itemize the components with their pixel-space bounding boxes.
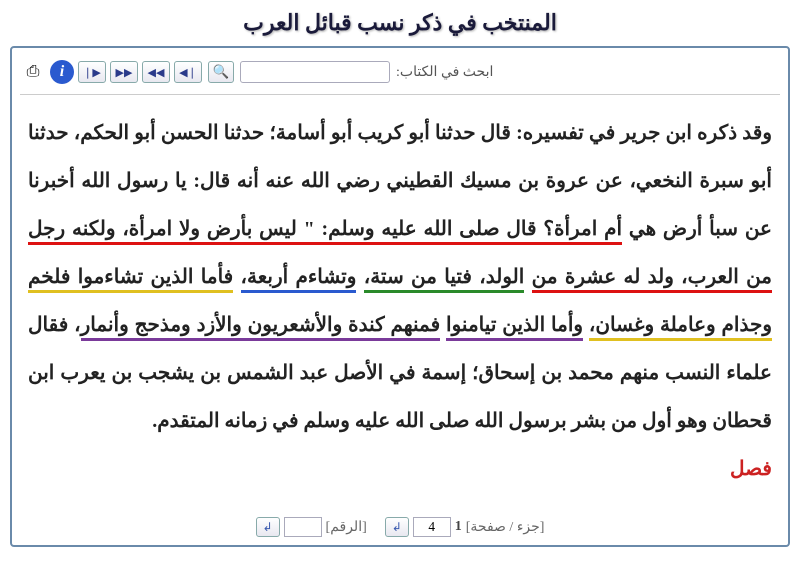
search-button[interactable]: 🔍 [208,61,234,83]
nav-last-button[interactable]: ▶❘ [78,61,106,83]
page-content: وقد ذكره ابن جرير في تفسيره: قال حدثنا أ… [20,105,780,497]
nav-prev-button[interactable]: ◀◀ [142,61,170,83]
number-go-button[interactable]: ↲ [256,517,280,537]
reader-frame: ❘◀ ◀◀ ▶▶ ▶❘ i ⎙ ابحث في الكتاب: 🔍 وقد ذك… [10,46,790,547]
part-page-group: [جزء / صفحة] 1 ↲ [385,517,545,537]
part-value: 1 [455,519,462,535]
page-input[interactable] [413,517,451,537]
part-page-label: [جزء / صفحة] [466,519,545,536]
text-underline-green: الولد، فتيا من ستة، [364,266,525,293]
download-icon[interactable]: ⎙ [20,61,46,83]
text-underline-purple: فمنهم كندة والأشعريون والأزد ومذحج وأنما… [81,314,441,341]
nav-first-button[interactable]: ❘◀ [174,61,202,83]
text-underline-purple: وأما الذين تيامنوا [446,314,583,341]
search-label: ابحث في الكتاب: [396,64,493,81]
number-group: [الرقم] ↲ [256,517,367,537]
number-label: [الرقم] [326,519,367,536]
toolbar: ❘◀ ◀◀ ▶▶ ▶❘ i ⎙ ابحث في الكتاب: 🔍 [20,56,780,95]
info-icon[interactable]: i [50,60,74,84]
pager-bar: [جزء / صفحة] 1 ↲ [الرقم] ↲ [20,509,780,537]
text-plain [233,266,240,288]
number-input[interactable] [284,517,322,537]
search-input[interactable] [240,61,390,83]
section-heading: فصل [28,445,772,493]
page-title: المنتخب في ذكر نسب قبائل العرب [10,10,790,36]
text-plain [524,266,531,288]
text-underline-blue: وتشاءم أربعة، [241,266,357,293]
text-plain [356,266,363,288]
nav-next-button[interactable]: ▶▶ [110,61,138,83]
page-go-button[interactable]: ↲ [385,517,409,537]
